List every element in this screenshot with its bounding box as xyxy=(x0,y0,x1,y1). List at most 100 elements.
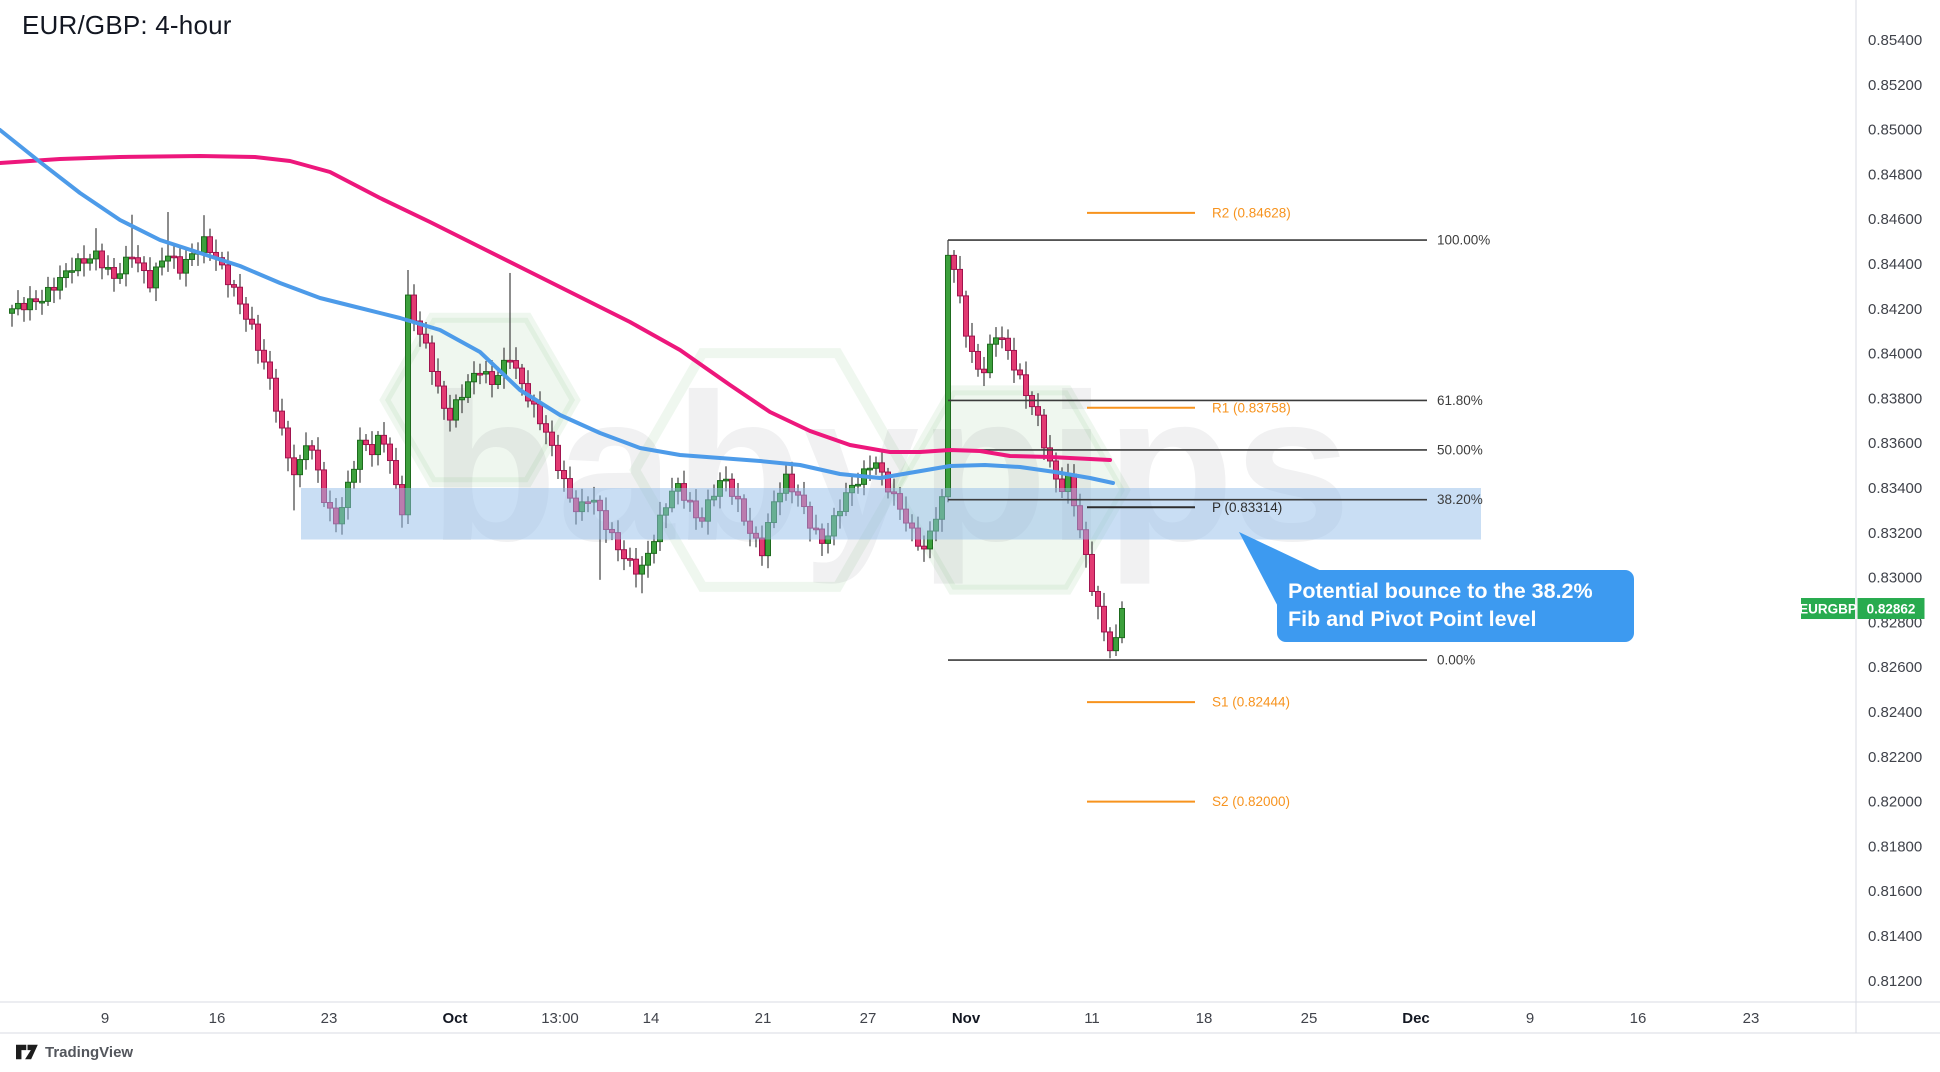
candle xyxy=(315,449,321,471)
tradingview-logo-icon xyxy=(16,1044,38,1060)
last-price-badge: EURGBP 0.82862 xyxy=(1799,598,1925,620)
candle xyxy=(273,377,279,412)
candle xyxy=(519,367,525,385)
candle xyxy=(39,300,45,304)
babypips-watermark: babypips xyxy=(379,312,1351,595)
candle xyxy=(1035,406,1041,416)
candle xyxy=(255,323,261,351)
x-axis-label: 23 xyxy=(1743,1010,1760,1027)
candle xyxy=(21,302,27,311)
x-axis-label: 16 xyxy=(1630,1010,1647,1027)
candle xyxy=(267,361,273,379)
candle xyxy=(1011,349,1017,371)
candle xyxy=(171,255,177,259)
x-axis-label: Nov xyxy=(952,1010,981,1027)
candle xyxy=(201,236,207,253)
x-axis-label: 9 xyxy=(1526,1010,1534,1027)
tradingview-brand-text: TradingView xyxy=(45,1043,134,1061)
candle xyxy=(1005,337,1011,351)
candle xyxy=(207,236,213,253)
candle xyxy=(147,270,153,289)
pivot-level-label: R1 (0.83758) xyxy=(1212,400,1291,415)
candle xyxy=(303,445,309,461)
y-axis-label: 0.82400 xyxy=(1868,704,1922,721)
time-axis[interactable]: 9 16 23 Oct 13:00 14 21 27 Nov 11 18 25 Dec 9 16 23 xyxy=(101,1010,1760,1027)
candle xyxy=(1107,631,1113,652)
candle xyxy=(261,349,267,363)
highlight-zone-layer[interactable] xyxy=(301,488,1481,540)
price-badge xyxy=(1857,598,1925,620)
candle xyxy=(81,258,87,264)
y-axis-label: 0.83200 xyxy=(1868,525,1922,542)
candle xyxy=(351,468,357,483)
y-axis-label: 0.83800 xyxy=(1868,390,1922,407)
candle xyxy=(465,381,471,398)
y-axis-label: 0.81200 xyxy=(1868,973,1922,990)
candle xyxy=(159,260,165,268)
candle xyxy=(33,298,39,303)
candle xyxy=(165,255,171,262)
candle xyxy=(945,254,951,498)
candle xyxy=(639,564,645,575)
candle xyxy=(243,303,249,320)
candle xyxy=(723,478,729,482)
candle xyxy=(177,256,183,274)
candle xyxy=(951,254,957,270)
candle xyxy=(87,258,93,264)
candle xyxy=(189,253,195,260)
pink-ma-line xyxy=(0,154,1112,462)
candle xyxy=(555,444,561,472)
candle xyxy=(561,470,567,480)
chart-title: EUR/GBP: 4-hour xyxy=(22,10,232,40)
fib-level-label: 50.00% xyxy=(1437,442,1483,457)
x-axis-label: Dec xyxy=(1402,1010,1430,1027)
candle xyxy=(873,462,879,469)
y-axis-label: 0.81600 xyxy=(1868,883,1922,900)
candle xyxy=(441,385,447,409)
candle xyxy=(993,337,999,345)
candle xyxy=(357,439,363,470)
candle xyxy=(231,284,237,288)
x-axis-label: 27 xyxy=(860,1010,877,1027)
candle xyxy=(69,270,75,273)
candle xyxy=(429,342,435,373)
fib-level-label: 61.80% xyxy=(1437,393,1483,408)
fib-retracement[interactable]: 100.00% 61.80% 50.00% 38.20% 0.00% xyxy=(948,233,1490,668)
candle xyxy=(51,286,57,291)
x-axis-label: 18 xyxy=(1196,1010,1213,1027)
fib-level-label: 38.20% xyxy=(1437,492,1483,507)
candle xyxy=(759,537,765,557)
candle xyxy=(297,459,303,476)
candle xyxy=(1089,553,1095,592)
candle xyxy=(999,337,1005,340)
candle xyxy=(123,256,129,275)
symbol-badge-text: EURGBP xyxy=(1799,602,1857,617)
highlight-zone[interactable] xyxy=(301,488,1481,540)
y-axis-label: 0.85200 xyxy=(1868,77,1922,94)
candle xyxy=(969,335,975,352)
callout-annotation[interactable]: Potential bounce to the 38.2% Fib and Pi… xyxy=(1277,570,1634,642)
y-axis-label: 0.85400 xyxy=(1868,32,1922,49)
price-axis[interactable]: 0.85400 0.85200 0.85000 0.84800 0.84600 0.844… xyxy=(1868,32,1922,990)
candle xyxy=(111,267,117,279)
candle xyxy=(309,445,315,451)
candle xyxy=(489,371,495,385)
candle xyxy=(375,434,381,456)
candle xyxy=(249,318,255,325)
symbol-badge xyxy=(1801,598,1855,620)
x-axis-label: 23 xyxy=(321,1010,338,1027)
price-badge-text: 0.82862 xyxy=(1867,602,1916,617)
x-axis-label: 9 xyxy=(101,1010,109,1027)
candle xyxy=(633,558,639,575)
candle xyxy=(15,302,21,310)
y-axis-label: 0.83400 xyxy=(1868,480,1922,497)
candle xyxy=(453,399,459,421)
candle xyxy=(393,460,399,486)
candle xyxy=(1095,590,1101,607)
candle xyxy=(45,286,51,302)
candle xyxy=(645,552,651,566)
candle xyxy=(285,427,291,459)
tradingview-attribution[interactable]: TradingView xyxy=(16,1042,133,1062)
candle xyxy=(225,264,231,286)
